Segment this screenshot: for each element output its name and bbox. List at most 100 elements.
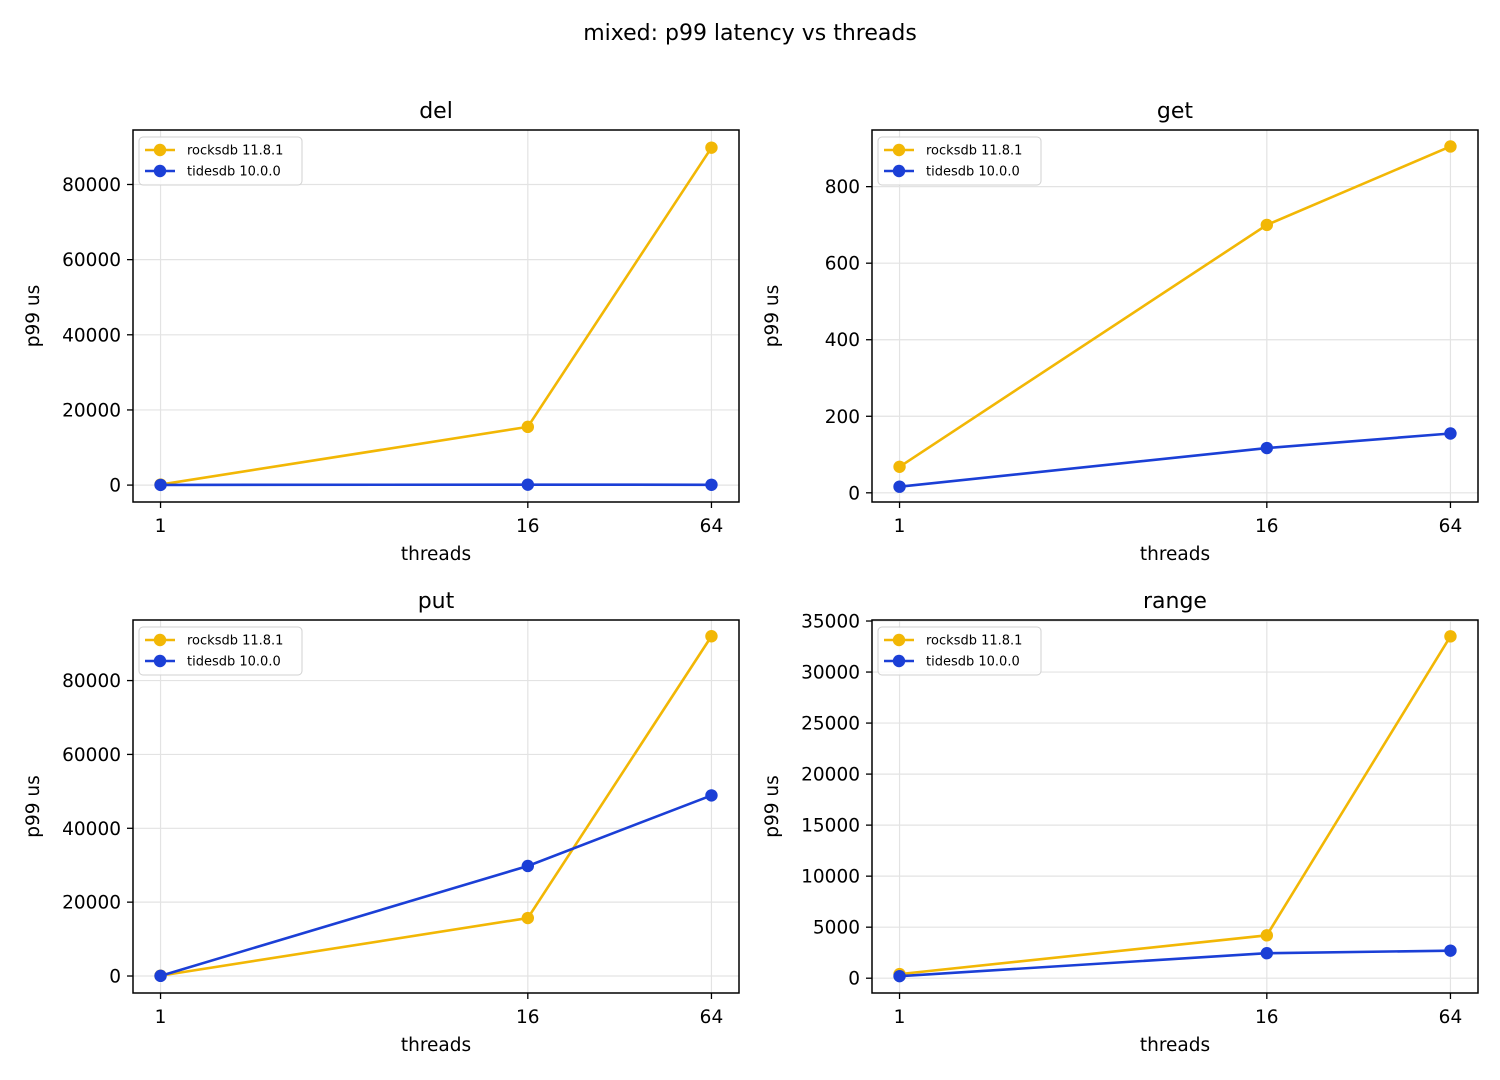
- x-tick-label: 64: [700, 1007, 724, 1028]
- data-point: [154, 969, 167, 983]
- y-tick-label: 200: [825, 407, 860, 428]
- x-tick-label: 1: [155, 1007, 167, 1028]
- y-tick-label: 20000: [62, 400, 121, 421]
- y-tick-label: 80000: [62, 175, 121, 196]
- plot-frame: [132, 129, 740, 503]
- data-point: [705, 478, 718, 491]
- data-point: [1444, 140, 1457, 153]
- data-point: [1260, 441, 1274, 455]
- legend: rocksdb 11.8.1 tidesdb 10.0.0: [138, 136, 303, 186]
- data-point: [705, 789, 718, 802]
- subplots: 1 16 64020000400006000080000delthreadsp99 …: [23, 99, 1479, 1056]
- y-tick-label: 60000: [62, 250, 121, 271]
- legend-label: rocksdb 11.8.1: [926, 634, 1022, 649]
- x-tick-label: 16: [516, 1007, 540, 1028]
- x-tick-label: 16: [1255, 516, 1279, 537]
- legend-label: rocksdb 11.8.1: [187, 634, 283, 649]
- y-axis-label: p99 us: [23, 285, 44, 348]
- legend-marker: [892, 633, 906, 647]
- x-tick-label: 1: [894, 1007, 906, 1028]
- y-tick-label: 0: [109, 476, 121, 497]
- legend-marker: [892, 143, 906, 157]
- legend-label: tidesdb 10.0.0: [926, 655, 1020, 670]
- y-tick-label: 35000: [801, 612, 860, 633]
- x-axis-label: threads: [401, 544, 471, 565]
- y-tick-label: 0: [109, 967, 121, 988]
- data-point: [893, 969, 906, 983]
- series-line-rocksdb: [160, 635, 713, 977]
- y-tick-label: 0: [848, 969, 860, 990]
- y-tick-label: 25000: [801, 714, 860, 735]
- legend-marker: [892, 654, 906, 668]
- y-tick-label: 800: [825, 177, 860, 198]
- legend-marker: [153, 164, 167, 178]
- data-point: [705, 141, 718, 154]
- data-point: [1444, 630, 1457, 643]
- subplot-title: range: [1143, 589, 1207, 614]
- x-axis-label: threads: [1140, 544, 1210, 565]
- legend: rocksdb 11.8.1 tidesdb 10.0.0: [877, 626, 1042, 676]
- data-point: [1260, 218, 1274, 232]
- x-axis-label: threads: [401, 1035, 471, 1056]
- x-tick-label: 1: [894, 516, 906, 537]
- y-tick-label: 80000: [62, 671, 121, 692]
- plot-frame: [871, 619, 1479, 994]
- data-point: [893, 480, 906, 493]
- y-tick-label: 30000: [801, 663, 860, 684]
- subplot-title: del: [419, 99, 453, 124]
- y-tick-label: 40000: [62, 819, 121, 840]
- legend-label: rocksdb 11.8.1: [926, 144, 1022, 159]
- data-point: [521, 911, 535, 925]
- x-tick-label: 64: [1439, 516, 1463, 537]
- legend-marker: [153, 633, 167, 647]
- y-tick-label: 15000: [801, 816, 860, 837]
- y-tick-label: 40000: [62, 325, 121, 346]
- subplot-title: get: [1157, 99, 1194, 124]
- figure-title: mixed: p99 latency vs threads: [583, 21, 917, 46]
- legend-marker: [153, 654, 167, 668]
- data-point: [521, 859, 535, 873]
- series-line-rocksdb: [899, 635, 1452, 976]
- data-point: [1260, 929, 1274, 942]
- plot-frame: [871, 129, 1479, 503]
- y-tick-label: 5000: [813, 918, 860, 939]
- subplot-range: 1 16 64 0 5000 10000 15000 20000 25000 30000 35000…: [762, 589, 1479, 1056]
- data-point: [521, 420, 535, 434]
- legend-box: [877, 626, 1042, 676]
- x-axis-label: threads: [1140, 1035, 1210, 1056]
- x-tick-label: 64: [1439, 1007, 1463, 1028]
- y-tick-label: 10000: [801, 867, 860, 888]
- plot-frame: [132, 619, 740, 994]
- x-tick-label: 1: [155, 516, 167, 537]
- y-tick-label: 400: [825, 330, 860, 351]
- legend-box: [138, 136, 303, 186]
- y-axis-label: p99 us: [762, 285, 783, 348]
- legend-marker: [892, 164, 906, 178]
- legend: rocksdb 11.8.1 tidesdb 10.0.0: [877, 136, 1042, 186]
- legend-box: [138, 626, 303, 676]
- data-point: [521, 478, 535, 491]
- y-tick-label: 20000: [801, 765, 860, 786]
- y-tick-label: 60000: [62, 745, 121, 766]
- legend-label: tidesdb 10.0.0: [926, 165, 1020, 180]
- data-point: [893, 460, 906, 473]
- legend-box: [877, 136, 1042, 186]
- y-tick-label: 600: [825, 254, 860, 275]
- series-line-tidesdb: [160, 794, 712, 978]
- y-tick-label: 20000: [62, 893, 121, 914]
- series-line-tidesdb: [899, 432, 1451, 488]
- legend-marker: [153, 143, 167, 157]
- series-line-rocksdb: [160, 146, 713, 486]
- y-tick-label: 0: [848, 483, 860, 504]
- data-point: [705, 630, 718, 643]
- y-axis-label: p99 us: [762, 775, 783, 838]
- legend-label: tidesdb 10.0.0: [187, 655, 281, 670]
- data-point: [1444, 944, 1457, 957]
- subplot-get: 1 16 64 0 200 400 600 800 get threads p99 us rocksd…: [762, 99, 1479, 565]
- subplot-put: 1 16 64 0 20000 40000 60000 80000 put threads p99 …: [23, 589, 740, 1056]
- legend-label: rocksdb 11.8.1: [187, 144, 283, 159]
- series-line-tidesdb: [899, 949, 1451, 978]
- x-tick-label: 64: [700, 516, 724, 537]
- legend: rocksdb 11.8.1 tidesdb 10.0.0: [138, 626, 303, 676]
